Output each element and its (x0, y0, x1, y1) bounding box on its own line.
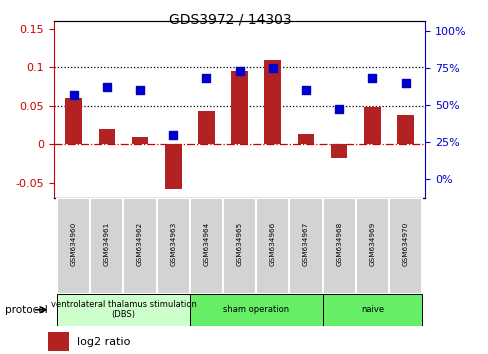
Text: GSM634968: GSM634968 (335, 222, 342, 266)
Bar (297, 135, 314, 144)
Text: GSM634960: GSM634960 (71, 222, 77, 266)
Bar (156, 198, 189, 294)
Text: GSM634961: GSM634961 (103, 222, 110, 266)
Text: GSM634970: GSM634970 (402, 222, 407, 266)
Bar (123, 198, 156, 294)
Text: GSM634962: GSM634962 (137, 222, 143, 266)
Bar (189, 294, 322, 326)
Point (401, 80, 408, 86)
Bar (223, 198, 256, 294)
Bar (99, 129, 115, 144)
Bar (90, 198, 123, 294)
Point (367, 75, 375, 81)
Bar (363, 107, 380, 144)
Bar (189, 198, 223, 294)
Text: naive: naive (360, 305, 383, 314)
Point (169, 132, 177, 137)
Point (103, 85, 111, 90)
Point (335, 107, 343, 112)
Text: GSM634969: GSM634969 (368, 222, 375, 266)
Text: GDS3972 / 14303: GDS3972 / 14303 (168, 12, 290, 27)
Bar (131, 137, 148, 144)
Bar (264, 60, 281, 144)
Bar (57, 294, 189, 326)
Point (202, 75, 210, 81)
Bar (231, 71, 247, 144)
Bar (388, 198, 421, 294)
Text: GSM634964: GSM634964 (203, 222, 209, 266)
Text: GSM634966: GSM634966 (269, 222, 275, 266)
Text: protocol: protocol (5, 305, 47, 315)
Bar (164, 144, 181, 189)
Bar (289, 198, 322, 294)
Bar (57, 198, 90, 294)
Point (235, 68, 243, 74)
Bar (355, 198, 388, 294)
Text: log2 ratio: log2 ratio (77, 337, 130, 347)
Bar (330, 144, 347, 158)
Text: ventrolateral thalamus stimulation
(DBS): ventrolateral thalamus stimulation (DBS) (50, 300, 196, 319)
Text: GSM634967: GSM634967 (303, 222, 308, 266)
Bar (396, 115, 413, 144)
Text: GSM634963: GSM634963 (170, 222, 176, 266)
Point (70, 92, 78, 97)
Bar (198, 111, 214, 144)
Bar (322, 198, 355, 294)
Bar (48, 332, 69, 351)
Text: GSM634965: GSM634965 (236, 222, 242, 266)
Text: sham operation: sham operation (223, 305, 289, 314)
Bar (322, 294, 421, 326)
Bar (65, 98, 82, 144)
Point (136, 87, 143, 93)
Point (268, 65, 276, 71)
Point (302, 87, 309, 93)
Bar (256, 198, 289, 294)
